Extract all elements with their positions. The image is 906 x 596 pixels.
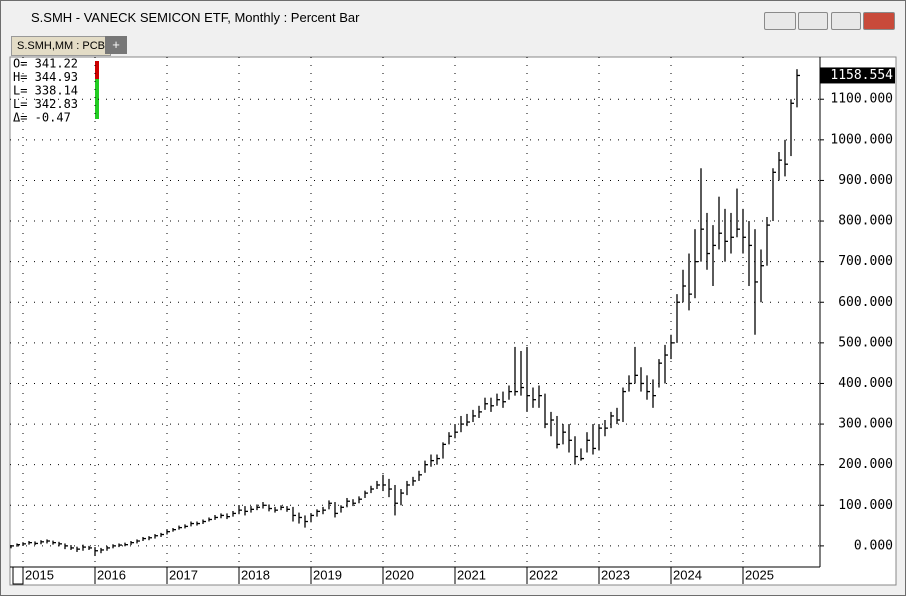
close-button[interactable] (863, 12, 895, 30)
y-tick-label: 1000.000 (830, 132, 893, 147)
readout-indicator (95, 61, 99, 79)
maximize-button[interactable] (831, 12, 861, 30)
cursor-readout: O= 341.22 (13, 57, 78, 71)
y-tick-label: 700.000 (838, 254, 893, 269)
x-tick-label: 2016 (97, 567, 126, 582)
y-tick-label: 1100.000 (830, 92, 893, 107)
add-tab-button[interactable]: + (105, 36, 127, 54)
y-tick-label: 200.000 (838, 457, 893, 472)
cursor-readout: H= 344.93 (13, 70, 78, 84)
x-tick-label: 2019 (313, 567, 342, 582)
x-tick-label: 2022 (529, 567, 558, 582)
y-tick-label: 900.000 (838, 173, 893, 188)
cursor-readout: L= 342.83 (13, 97, 78, 111)
readout-indicator (95, 61, 99, 119)
x-tick-label: 2017 (169, 567, 198, 582)
y-tick-label: 600.000 (838, 295, 893, 310)
scroll-handle[interactable] (12, 566, 24, 585)
y-tick-label: 800.000 (838, 214, 893, 229)
x-tick-label: 2025 (745, 567, 774, 582)
cursor-readout: Δ= -0.47 (13, 111, 71, 125)
last-value-label: 1158.554 (830, 68, 893, 83)
y-tick-label: 100.000 (838, 498, 893, 513)
x-tick-label: 2018 (241, 567, 270, 582)
x-tick-label: 2021 (457, 567, 486, 582)
y-tick-label: 500.000 (838, 335, 893, 350)
y-tick-label: 0.000 (854, 538, 893, 553)
x-tick-label: 2023 (601, 567, 630, 582)
last-value-box (820, 67, 895, 84)
y-tick-label: 300.000 (838, 417, 893, 432)
x-tick-label: 2020 (385, 567, 414, 582)
x-tick-label: 2024 (673, 567, 702, 582)
window-title: S.SMH - VANECK SEMICON ETF, Monthly : Pe… (31, 10, 360, 25)
chart-tab[interactable]: S.SMH,MM : PCB (11, 36, 112, 56)
x-tick-label: 2015 (25, 567, 54, 582)
y-tick-label: 400.000 (838, 376, 893, 391)
link-button[interactable] (764, 12, 796, 30)
minimize-button[interactable] (798, 12, 828, 30)
plot-background (9, 56, 897, 586)
cursor-readout: L= 338.14 (13, 84, 78, 98)
